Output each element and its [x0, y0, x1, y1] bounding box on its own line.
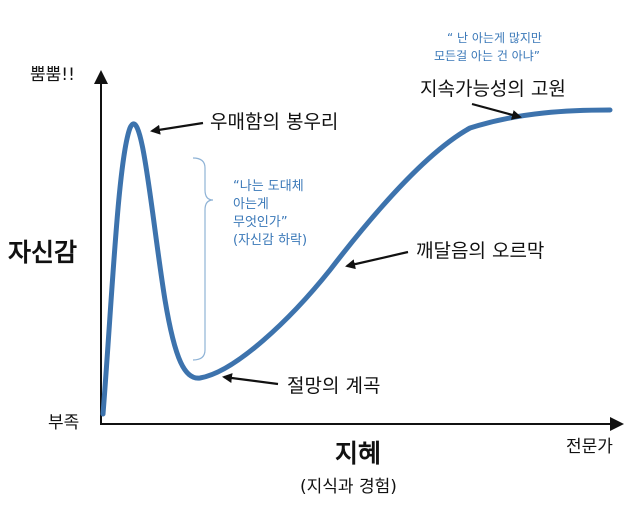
y-axis-title: 자신감 [8, 238, 77, 267]
confidence-curve [100, 107, 613, 417]
valley-arrow [222, 373, 279, 386]
plateau-label: 지속가능성의 고원 [420, 78, 566, 100]
plateau-quote-line: 모든걸 아는 건 아냐” [434, 49, 540, 63]
peak-label: 우매함의 봉우리 [210, 111, 338, 133]
peak-arrow [150, 121, 204, 135]
y-top-label: 뿜뿜!! [30, 65, 75, 85]
plateau-quote: “ 난 아는게 많지만 모든걸 아는 건 아냐” [434, 31, 542, 63]
plateau-quote-line: “ 난 아는게 많지만 [447, 31, 542, 45]
y-bottom-label: 부족 [48, 413, 79, 433]
slope-label: 깨달음의 오르막 [416, 240, 544, 262]
valley-quote-line: 무엇인가” [233, 215, 288, 230]
x-axis-title: 지혜 [335, 439, 381, 468]
slope-arrow [345, 250, 409, 270]
valley-quote: “나는 도대체 아는게 무엇인가” (자신감 하락) [233, 179, 307, 248]
valley-quote-line: (자신감 하락) [233, 233, 307, 248]
valley-quote-line: 아는게 [233, 197, 269, 212]
plateau-arrow [471, 102, 522, 120]
x-end-label: 전문가 [566, 437, 613, 457]
x-axis-subtitle: (지식과 경험) [300, 477, 397, 497]
valley-quote-line: “나는 도대체 [233, 179, 304, 194]
valley-bracket [192, 157, 214, 361]
valley-label: 절망의 계곡 [287, 375, 380, 397]
